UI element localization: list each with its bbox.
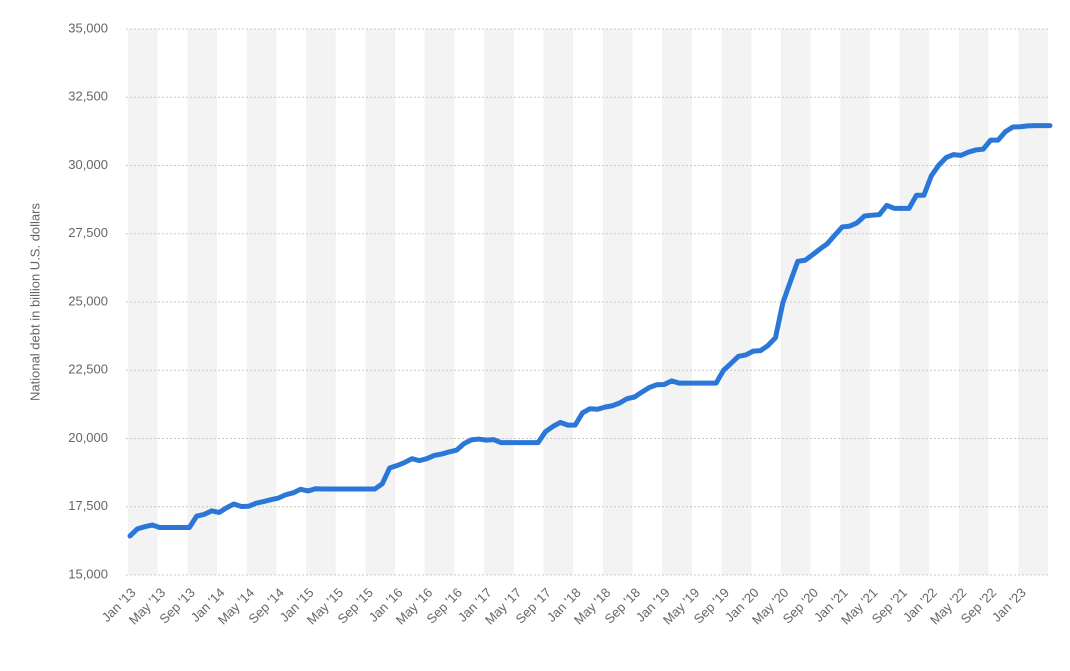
y-tick-label: 20,000: [68, 430, 108, 445]
x-tick-label: Jan '23: [989, 585, 1029, 625]
y-tick-label: 15,000: [68, 566, 108, 581]
y-tick-label: 17,500: [68, 498, 108, 513]
y-tick-label: 27,500: [68, 225, 108, 240]
y-tick-label: 22,500: [68, 362, 108, 377]
y-tick-label: 25,000: [68, 293, 108, 308]
y-axis-title: National debt in billion U.S. dollars: [27, 203, 42, 401]
data-line: [127, 123, 1053, 539]
y-tick-label: 32,500: [68, 89, 108, 104]
y-tick-label: 35,000: [68, 20, 108, 35]
y-tick-label: 30,000: [68, 157, 108, 172]
